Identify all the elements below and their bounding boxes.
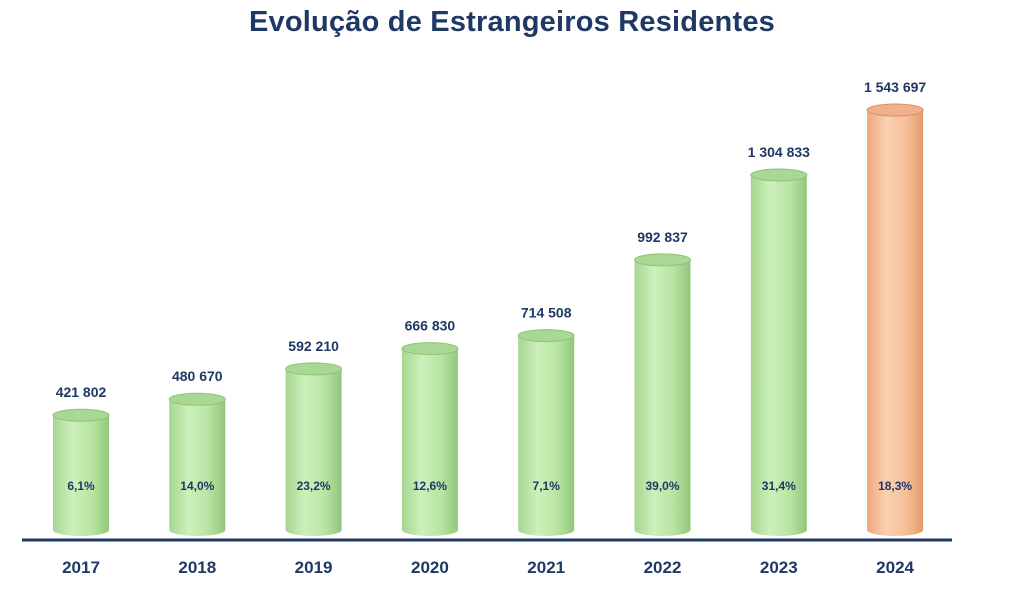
bar-body (53, 415, 109, 536)
bar-top (168, 392, 226, 406)
value-label: 1 543 697 (864, 79, 926, 95)
bar-top (750, 168, 808, 182)
value-label: 592 210 (288, 338, 339, 354)
bar-top (634, 253, 691, 267)
bar-2018 (168, 392, 226, 536)
bar-top (401, 342, 459, 356)
bar-top (285, 362, 343, 376)
growth-label: 12,6% (413, 479, 447, 493)
bar-2022 (634, 253, 691, 536)
growth-label: 7,1% (533, 479, 561, 493)
growth-label: 18,3% (878, 479, 912, 493)
bar-body (518, 335, 575, 536)
x-tick-label: 2017 (62, 558, 100, 577)
growth-label: 39,0% (645, 479, 679, 493)
growth-label: 23,2% (297, 479, 331, 493)
bar-2019 (285, 362, 343, 536)
bar-2020 (401, 342, 459, 536)
bar-top (517, 329, 575, 343)
bar-top (52, 408, 110, 422)
bar-body (750, 174, 807, 536)
growth-label: 6,1% (67, 479, 95, 493)
bar-body (634, 259, 691, 536)
x-tick-label: 2023 (760, 558, 798, 577)
bar-2017 (52, 408, 110, 536)
value-label: 480 670 (172, 368, 223, 384)
x-tick-label: 2024 (876, 558, 914, 577)
value-label: 421 802 (56, 384, 107, 400)
x-tick-label: 2021 (527, 558, 565, 577)
value-label: 714 508 (521, 305, 572, 321)
bar-2023 (750, 168, 808, 536)
value-label: 666 830 (405, 318, 456, 334)
bar-2021 (517, 329, 575, 536)
chart-title: Evolução de Estrangeiros Residentes (249, 6, 775, 38)
growth-label: 31,4% (762, 479, 796, 493)
bar-body (169, 399, 226, 536)
value-label: 992 837 (637, 229, 688, 245)
bar-body (285, 368, 342, 536)
bar-2024 (866, 103, 924, 536)
x-tick-label: 2018 (178, 558, 216, 577)
growth-label: 14,0% (180, 479, 214, 493)
x-tick-label: 2020 (411, 558, 449, 577)
bar-body (401, 348, 458, 536)
x-tick-label: 2022 (644, 558, 682, 577)
value-label: 1 304 833 (748, 144, 810, 160)
bar-body (867, 110, 924, 536)
x-tick-label: 2019 (295, 558, 333, 577)
bar-top (866, 103, 924, 117)
